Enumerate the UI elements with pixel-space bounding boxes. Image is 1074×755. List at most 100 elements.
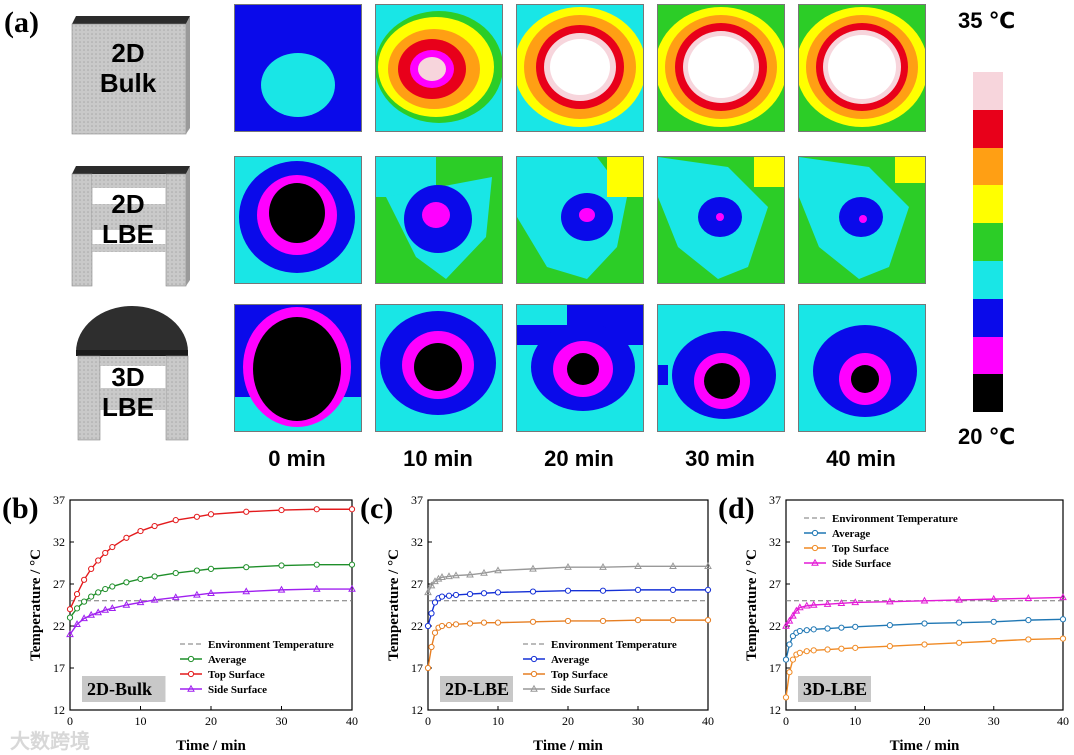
data-point bbox=[313, 561, 320, 568]
data-point bbox=[73, 620, 81, 628]
data-point bbox=[852, 623, 859, 630]
data-point bbox=[445, 572, 453, 580]
data-point bbox=[599, 587, 607, 594]
series-line bbox=[69, 563, 352, 619]
time-label-20: 20 min bbox=[544, 446, 614, 471]
data-point bbox=[494, 619, 502, 626]
data-point bbox=[193, 567, 200, 574]
data-point bbox=[424, 588, 432, 596]
data-point bbox=[348, 561, 356, 568]
thermal-3d-lbe-20min bbox=[516, 304, 644, 432]
data-point bbox=[494, 589, 502, 596]
model-label-line2: LBE bbox=[102, 392, 154, 422]
data-point bbox=[669, 562, 677, 570]
data-point bbox=[838, 624, 845, 631]
data-point bbox=[886, 643, 893, 650]
legend-marker bbox=[530, 670, 538, 678]
thermal-2d-lbe-40min bbox=[798, 156, 926, 284]
data-point bbox=[564, 562, 572, 570]
y-tick-label: 27 bbox=[411, 577, 423, 591]
data-point bbox=[920, 596, 929, 604]
data-point bbox=[1059, 593, 1067, 601]
thermal-2d-lbe-30min bbox=[657, 156, 785, 284]
thermal-2d-bulk-40min bbox=[798, 4, 926, 132]
x-tick-label: 10 bbox=[849, 714, 861, 728]
data-point bbox=[782, 656, 790, 663]
model-label-3d-lbe: 3D LBE bbox=[88, 362, 168, 422]
legend-marker bbox=[187, 670, 195, 678]
data-point bbox=[634, 586, 642, 593]
y-tick-label: 22 bbox=[769, 619, 781, 633]
data-point bbox=[172, 569, 179, 577]
data-point bbox=[1025, 617, 1032, 624]
data-point bbox=[599, 617, 607, 625]
model-label-line1: 2D bbox=[111, 38, 145, 68]
data-point bbox=[80, 614, 88, 622]
data-point bbox=[789, 656, 797, 663]
data-point bbox=[786, 669, 793, 676]
data-point bbox=[824, 646, 831, 653]
data-point bbox=[786, 641, 793, 648]
time-label-40: 40 min bbox=[826, 446, 896, 471]
data-point bbox=[438, 593, 446, 600]
data-point bbox=[1024, 594, 1033, 601]
panel-tag: 3D-LBE bbox=[803, 679, 867, 699]
model-label-line2: LBE bbox=[102, 219, 154, 249]
series-line bbox=[69, 508, 352, 610]
x-tick-label: 10 bbox=[135, 714, 147, 728]
data-point bbox=[886, 622, 893, 629]
data-point bbox=[810, 647, 817, 654]
y-tick-label: 37 bbox=[411, 493, 423, 507]
data-point bbox=[494, 566, 502, 574]
model-2d-lbe bbox=[71, 166, 190, 287]
data-point bbox=[466, 590, 474, 598]
data-point bbox=[431, 629, 439, 636]
data-point bbox=[1059, 635, 1067, 642]
thermal-3d-lbe-10min bbox=[375, 304, 503, 432]
data-point bbox=[73, 590, 81, 598]
panel-letter: (c) bbox=[360, 492, 393, 525]
data-point bbox=[669, 617, 677, 624]
data-point bbox=[438, 573, 446, 580]
x-tick-label: 0 bbox=[425, 714, 431, 728]
data-point bbox=[102, 585, 109, 593]
data-point bbox=[529, 618, 537, 625]
data-point bbox=[66, 614, 74, 621]
data-point bbox=[243, 564, 250, 571]
thermal-2d-bulk-0min bbox=[234, 4, 362, 132]
data-point bbox=[445, 622, 453, 629]
time-label-0: 0 min bbox=[268, 446, 326, 471]
data-point bbox=[1025, 636, 1032, 643]
data-point bbox=[278, 506, 285, 514]
x-tick-label: 30 bbox=[632, 714, 644, 728]
data-point bbox=[852, 644, 859, 651]
data-point bbox=[802, 601, 811, 609]
time-label-10: 10 min bbox=[403, 446, 473, 471]
x-tick-label: 40 bbox=[346, 714, 358, 728]
data-point bbox=[193, 590, 201, 598]
data-point bbox=[122, 600, 131, 608]
y-tick-label: 32 bbox=[769, 535, 781, 549]
data-point bbox=[431, 599, 439, 606]
colorbar-swatch bbox=[973, 185, 1003, 224]
legend-marker bbox=[811, 529, 819, 537]
x-axis-label: Time / min bbox=[533, 738, 603, 754]
panel-tag-box bbox=[798, 676, 871, 702]
data-point bbox=[151, 573, 158, 580]
colorbar-swatch bbox=[973, 336, 1003, 375]
x-tick-label: 40 bbox=[702, 714, 714, 728]
data-point bbox=[313, 506, 320, 513]
legend-label: Average bbox=[551, 654, 589, 666]
data-point bbox=[172, 517, 179, 524]
data-point bbox=[990, 638, 997, 645]
legend-label: Environment Temperature bbox=[208, 639, 334, 651]
y-tick-label: 22 bbox=[411, 619, 423, 633]
data-point bbox=[989, 594, 998, 602]
legend-label: Average bbox=[208, 654, 246, 666]
thermal-3d-lbe-30min bbox=[657, 304, 785, 432]
data-point bbox=[150, 595, 159, 603]
data-point bbox=[634, 617, 642, 624]
data-point bbox=[123, 534, 130, 541]
data-point bbox=[348, 506, 356, 513]
data-point bbox=[438, 622, 446, 630]
